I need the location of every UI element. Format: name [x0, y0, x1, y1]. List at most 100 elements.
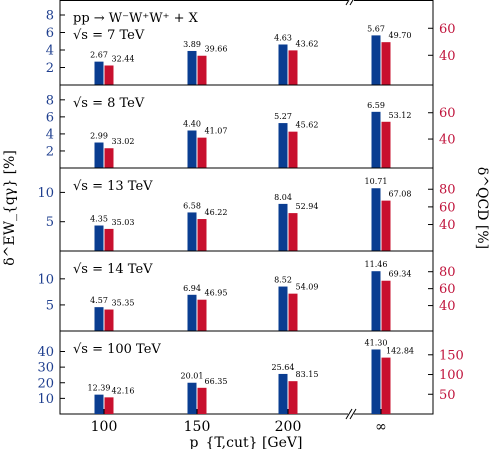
process-label: pp → W⁻W⁺W⁺ + X [73, 11, 199, 26]
ew-value-label: 6.94 [183, 284, 201, 293]
axis-break-mark [349, 408, 357, 420]
x-tick-label: 100 [91, 419, 118, 435]
ew-value-label: 20.01 [181, 372, 204, 381]
ew-tick-label: 6 [46, 110, 54, 125]
ew-value-label: 41.30 [365, 338, 388, 347]
qcd-bar [104, 309, 114, 331]
qcd-tick-label: 80 [439, 265, 456, 280]
ew-bar [371, 349, 381, 414]
ew-tick-label: 5 [46, 298, 54, 313]
panel-1: 2 4 6 8 40 60 √s = 7 TeV 2.67 32.44 3.89 39.66 4.63… [46, 9, 456, 85]
ew-bar [278, 286, 288, 331]
ew-bar [94, 225, 104, 251]
qcd-value-label: 46.95 [205, 289, 228, 298]
ew-bar [94, 394, 104, 414]
ew-value-label: 4.63 [274, 33, 292, 42]
qcd-value-label: 66.35 [205, 377, 228, 386]
qcd-bar [288, 293, 298, 331]
ew-value-label: 5.67 [367, 24, 385, 33]
ew-value-label: 2.99 [90, 132, 108, 141]
qcd-bar [381, 200, 391, 251]
qcd-value-label: 45.62 [296, 121, 319, 130]
qcd-bar [104, 228, 114, 251]
qcd-value-label: 83.15 [296, 370, 319, 379]
axis-break-gap [348, 409, 354, 419]
ew-tick-label: 10 [37, 392, 54, 407]
qcd-tick-label: 40 [439, 49, 456, 64]
ew-tick-label: 10 [37, 272, 54, 287]
panel-energy-label: √s = 14 TeV [73, 262, 153, 277]
ew-bar [278, 203, 288, 251]
ew-value-label: 11.46 [365, 260, 388, 269]
ew-tick-label: 2 [46, 144, 54, 159]
qcd-value-label: 32.44 [112, 54, 135, 63]
axis-break-mark [345, 0, 350, 6]
ew-value-label: 25.64 [272, 363, 295, 372]
ew-value-label: 4.40 [183, 120, 201, 129]
qcd-value-label: 35.35 [112, 299, 135, 308]
x-tick-label: 200 [275, 419, 302, 435]
ew-bar [278, 44, 288, 85]
qcd-value-label: 49.70 [389, 31, 412, 40]
ew-value-label: 4.57 [90, 296, 108, 305]
ew-bar [278, 123, 288, 168]
qcd-tick-label: 80 [439, 183, 456, 198]
ew-tick-label: 6 [46, 26, 54, 41]
qcd-value-label: 42.16 [112, 386, 135, 395]
ew-bar [278, 373, 288, 414]
ew-tick-label: 10 [37, 186, 54, 201]
qcd-value-label: 69.34 [389, 270, 412, 279]
qcd-value-label: 33.02 [112, 137, 135, 146]
qcd-tick-label: 60 [439, 22, 456, 37]
ew-bar [371, 188, 381, 251]
ew-value-label: 4.35 [90, 215, 108, 224]
panel-energy-label: √s = 7 TeV [73, 28, 145, 43]
ew-value-label: 8.04 [274, 193, 292, 202]
ew-tick-label: 8 [46, 9, 54, 24]
panel-energy-label: √s = 13 TeV [73, 179, 153, 194]
ew-bar [94, 142, 104, 168]
ew-bar [187, 382, 197, 414]
ew-value-label: 3.89 [183, 40, 201, 49]
qcd-bar [197, 137, 207, 168]
qcd-bar [197, 387, 207, 414]
axis-break-mark [345, 408, 353, 420]
qcd-tick-label: 40 [439, 299, 456, 314]
qcd-value-label: 67.08 [389, 190, 412, 199]
ew-bar [94, 61, 104, 85]
panel-4: 5 10 40 60 80 √s = 14 TeV 4.57 35.35 6.94 46.95 8.… [37, 250, 456, 331]
qcd-tick-label: 40 [439, 218, 456, 233]
qcd-bar [381, 357, 391, 414]
x-tick-label: 150 [184, 419, 211, 435]
axis-break-mark [349, 0, 354, 6]
ew-tick-label: 2 [46, 61, 54, 76]
panel-energy-label: √s = 100 TeV [73, 342, 161, 357]
qcd-value-label: 41.07 [205, 127, 228, 136]
ew-value-label: 12.39 [88, 384, 111, 393]
qcd-value-label: 39.66 [205, 45, 228, 54]
ew-value-label: 5.27 [274, 112, 292, 121]
qcd-bar [288, 50, 298, 85]
ew-bar [371, 111, 381, 168]
qcd-value-label: 54.09 [296, 283, 319, 292]
left-y-axis-title: δ^EW_{qγ} [%] [2, 150, 18, 266]
qcd-bar [288, 213, 298, 251]
ew-value-label: 6.59 [367, 101, 385, 110]
ew-bar [187, 130, 197, 168]
qcd-value-label: 46.22 [205, 208, 228, 217]
qcd-value-label: 53.12 [389, 111, 412, 120]
ew-tick-label: 5 [46, 215, 54, 230]
ew-value-label: 6.58 [183, 201, 201, 210]
ew-tick-label: 4 [46, 127, 54, 142]
ew-tick-label: 20 [37, 376, 54, 391]
x-tick-label: ∞ [375, 419, 387, 435]
qcd-value-label: 43.62 [296, 39, 319, 48]
ew-value-label: 10.71 [365, 177, 388, 186]
ew-bar [94, 307, 104, 331]
qcd-bar [197, 299, 207, 331]
qcd-bar [197, 219, 207, 251]
x-axis-title: p_{T,cut} [GeV] [190, 435, 303, 449]
